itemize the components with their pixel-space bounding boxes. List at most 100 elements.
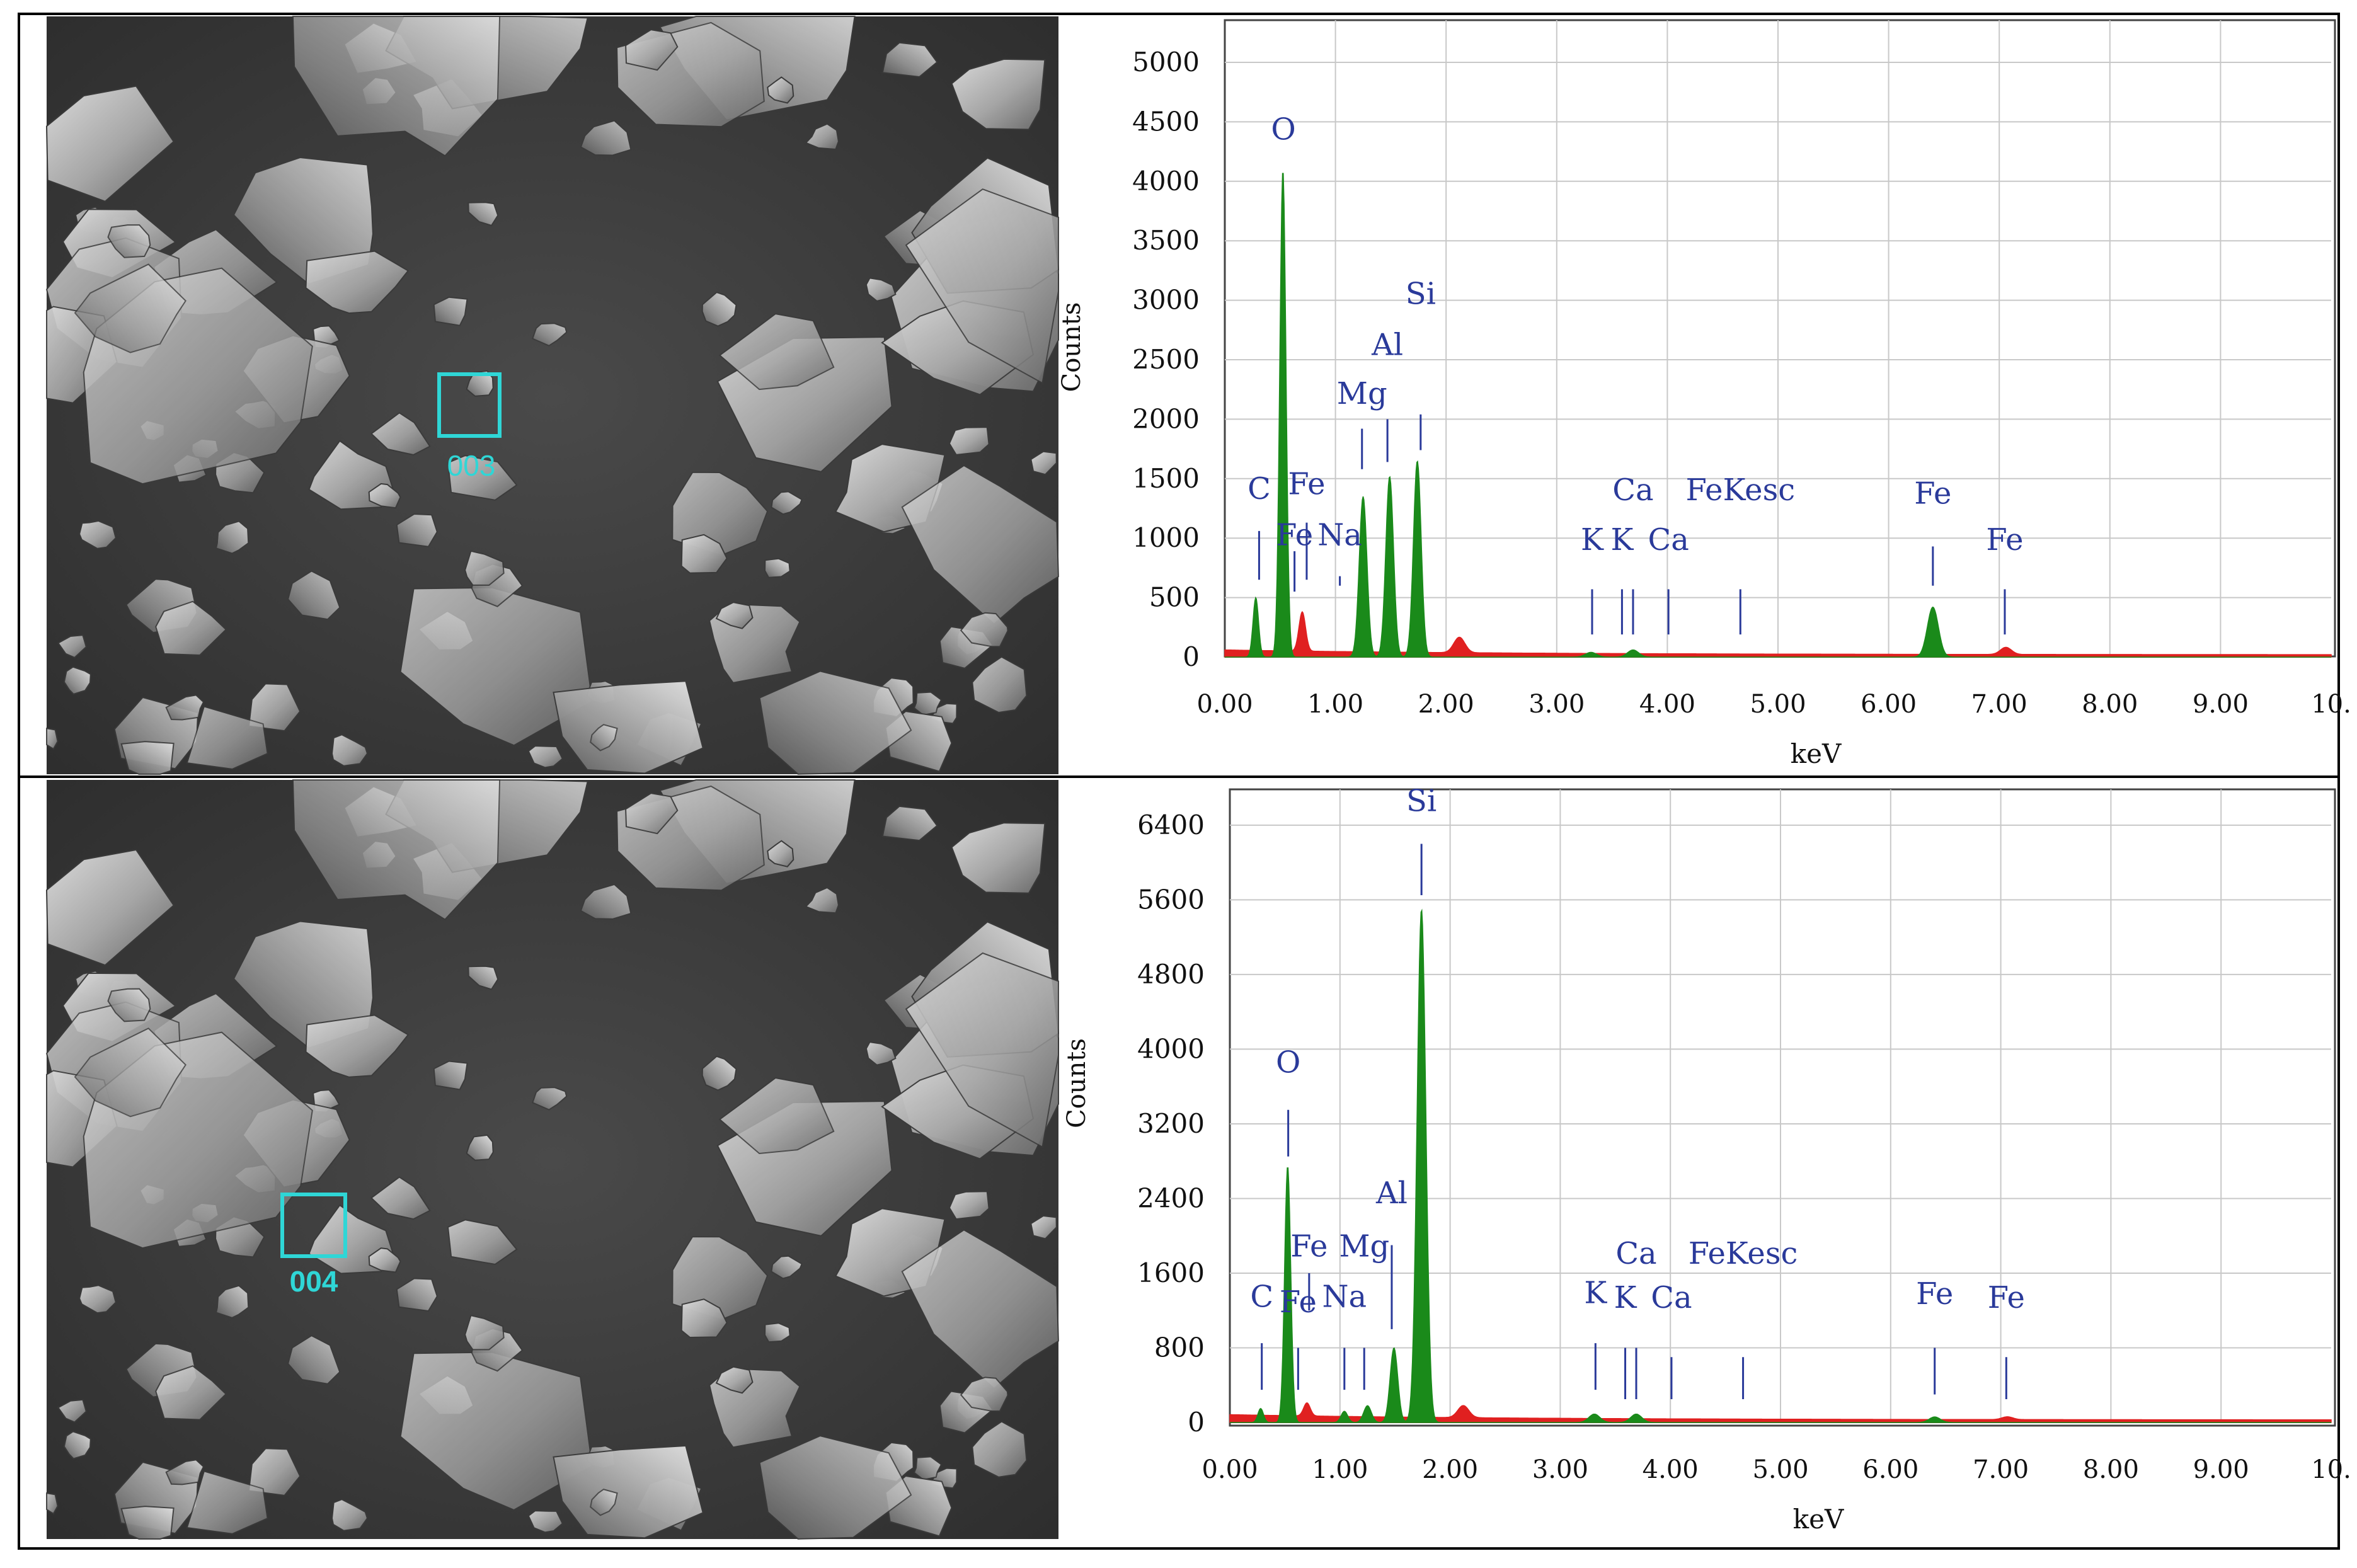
sem-particle	[718, 313, 835, 391]
sem-particle	[399, 1351, 593, 1511]
sem-particle	[901, 464, 1060, 625]
sem-particle	[759, 670, 912, 775]
x-tick-label: 2.00	[1418, 690, 1474, 719]
x-tick-label: 4.00	[1643, 1455, 1699, 1484]
y-tick-label: 2400	[1137, 1182, 1205, 1213]
plot-frame	[1229, 788, 2336, 1427]
sem-particle	[74, 263, 186, 353]
sem-particle	[292, 779, 501, 920]
outer-frame	[18, 13, 2340, 1550]
sem-particle	[370, 1176, 431, 1220]
spectrum-peaks-green	[1225, 173, 2331, 658]
sem-particle	[759, 1435, 912, 1540]
element-label: Fe	[1276, 518, 1313, 553]
sem-image-bottom: 004	[45, 779, 1060, 1540]
y-tick-label: 4000	[1132, 166, 1200, 197]
y-tick-label: 1000	[1132, 522, 1200, 553]
y-tick-label: 4000	[1137, 1033, 1205, 1064]
y-tick-label: 1600	[1137, 1257, 1205, 1288]
sem-particle	[120, 1506, 175, 1540]
element-label: Ca	[1612, 472, 1653, 508]
sem-particle	[590, 724, 618, 752]
y-tick-label: 0	[1183, 641, 1200, 672]
y-tick-label: 3200	[1137, 1108, 1205, 1139]
y-tick-label: 5600	[1137, 884, 1205, 915]
y-tick-label: 5000	[1132, 47, 1200, 77]
sem-particle	[527, 745, 564, 769]
element-label: Fe	[1914, 476, 1951, 511]
sem-particle	[960, 612, 1009, 648]
sem-particle	[63, 666, 91, 695]
sem-particle	[951, 822, 1046, 894]
sem-particle	[972, 656, 1028, 714]
sem-particle	[901, 1229, 1060, 1390]
sem-particle	[680, 1298, 728, 1339]
element-label: C	[1250, 1279, 1273, 1314]
y-tick-label: 6400	[1137, 810, 1205, 840]
eds-spectrum-bottom: 0.00 1.00 2.00 3.00 4.00 5.00 6.00 7.00 8.00 9.00…	[1062, 784, 2351, 1535]
sem-particle	[74, 1027, 186, 1118]
element-label: O	[1276, 1044, 1300, 1080]
y-tick-label: 2500	[1132, 344, 1200, 375]
sem-particle	[701, 1055, 737, 1091]
sem-particle	[905, 188, 1059, 384]
sem-particle	[625, 29, 679, 71]
sem-particle	[447, 455, 518, 501]
sem-particle	[396, 513, 438, 547]
sem-particle	[771, 1255, 803, 1279]
x-tick-label: 5.00	[1752, 1455, 1808, 1484]
sem-particle	[527, 1510, 564, 1533]
sem-particle	[805, 123, 839, 151]
sem-particle	[532, 323, 568, 346]
sem-particle	[186, 706, 268, 770]
sem-particle	[155, 1365, 227, 1421]
sem-particle	[767, 840, 794, 867]
analysis-region-label: 004	[290, 1265, 338, 1298]
sem-particle	[305, 1014, 410, 1078]
x-tick-label: 2.00	[1422, 1455, 1478, 1484]
element-label: K	[1581, 522, 1604, 558]
spectrum-peaks-green	[1230, 908, 2331, 1423]
y-tick-label: 0	[1188, 1407, 1205, 1438]
x-tick-label: 1.00	[1312, 1455, 1368, 1484]
x-tick-label: 10.	[2311, 1455, 2351, 1484]
x-tick-label: 4.00	[1639, 690, 1695, 719]
x-axis-title: keV	[1791, 738, 1842, 769]
sem-particle	[155, 600, 227, 656]
sem-particle	[701, 291, 737, 327]
element-label: Ca	[1615, 1236, 1656, 1271]
sem-particle	[881, 42, 938, 78]
sem-particle	[948, 426, 990, 455]
sem-particle	[305, 250, 410, 314]
analysis-region-box	[280, 1193, 347, 1258]
element-label: Fe	[1290, 1228, 1328, 1264]
element-label: Si	[1406, 276, 1436, 311]
element-label: Mg	[1337, 376, 1387, 411]
analysis-region-box	[437, 372, 502, 438]
x-tick-label: 0.00	[1201, 1455, 1258, 1484]
sem-particle	[120, 741, 175, 775]
sem-particle	[107, 224, 151, 258]
sem-particle	[865, 1041, 897, 1066]
sem-particle	[715, 1366, 754, 1394]
sem-particle	[45, 85, 175, 202]
y-tick-label: 800	[1154, 1332, 1205, 1363]
sem-particle	[951, 58, 1046, 130]
sem-particle	[960, 1376, 1009, 1412]
element-label: C	[1247, 471, 1271, 506]
sem-particle	[905, 952, 1059, 1148]
y-tick-label: 2000	[1132, 403, 1200, 434]
sem-particle	[625, 793, 679, 835]
x-tick-label: 8.00	[2083, 1455, 2139, 1484]
sem-particle	[672, 471, 769, 556]
x-tick-label: 8.00	[2082, 690, 2138, 719]
sem-particle	[368, 483, 401, 509]
sem-particle	[63, 1431, 91, 1460]
y-axis-title: Counts	[1062, 1038, 1091, 1128]
element-label: FeKesc	[1689, 1236, 1798, 1271]
sem-particle	[45, 849, 175, 966]
sem-particle	[57, 1399, 87, 1423]
sem-particle	[399, 587, 593, 747]
x-tick-label: 3.00	[1532, 1455, 1588, 1484]
